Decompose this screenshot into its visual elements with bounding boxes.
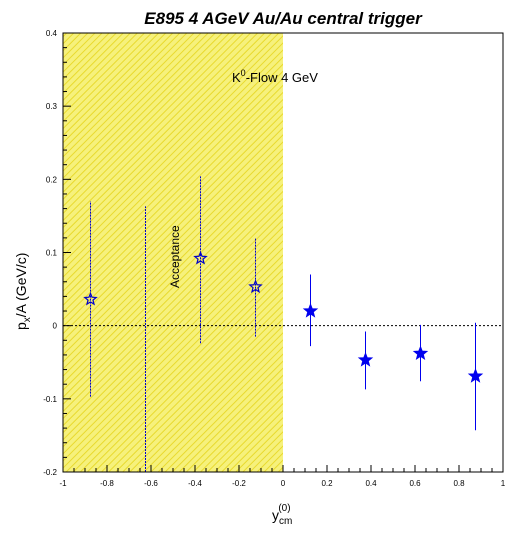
y-tick-label: 0.1 — [46, 249, 58, 258]
chart-title: E895 4 AGeV Au/Au central trigger — [144, 9, 423, 28]
x-tick-label: -1 — [59, 479, 67, 488]
y-tick-label: -0.2 — [43, 468, 57, 477]
y-axis-ticks: -0.2 -0.1 0 0.1 0.2 0.3 0.4 — [43, 29, 71, 477]
x-axis-ticks: -1 -0.8 -0.6 -0.4 -0.2 0 0.2 0.4 0.6 0.8 1 — [59, 465, 506, 488]
x-tick-label: -0.4 — [188, 479, 202, 488]
acceptance-region — [63, 33, 283, 472]
x-tick-label: 0.2 — [321, 479, 333, 488]
annotation-kflow: K0-Flow 4 GeV — [232, 68, 318, 85]
data-point-star — [83, 291, 98, 306]
x-tick-label: -0.8 — [100, 479, 114, 488]
x-tick-label: -0.2 — [232, 479, 246, 488]
y-tick-label: -0.1 — [43, 395, 57, 404]
y-tick-label: 0.2 — [46, 175, 58, 184]
data-point-star — [467, 368, 484, 383]
x-axis-label: ycm(0) — [272, 503, 292, 527]
data-point-star — [412, 345, 429, 361]
data-point-star — [193, 250, 208, 265]
acceptance-label: Acceptance — [168, 225, 182, 288]
x-tick-label: -0.6 — [144, 479, 158, 488]
x-tick-label: 0 — [281, 479, 286, 488]
y-tick-label: 0.4 — [46, 29, 58, 38]
y-axis-label: px/A (GeV/c) — [13, 253, 33, 330]
data-point-star — [357, 351, 374, 367]
y-tick-label: 0.3 — [46, 102, 58, 111]
x-tick-label: 0.6 — [409, 479, 421, 488]
x-tick-label: 0.4 — [365, 479, 377, 488]
y-tick-label: 0 — [53, 322, 58, 331]
x-tick-label: 1 — [501, 479, 506, 488]
data-point-star — [302, 302, 319, 318]
data-markers — [83, 250, 484, 383]
data-point-star — [248, 279, 263, 294]
x-tick-label: 0.8 — [453, 479, 465, 488]
